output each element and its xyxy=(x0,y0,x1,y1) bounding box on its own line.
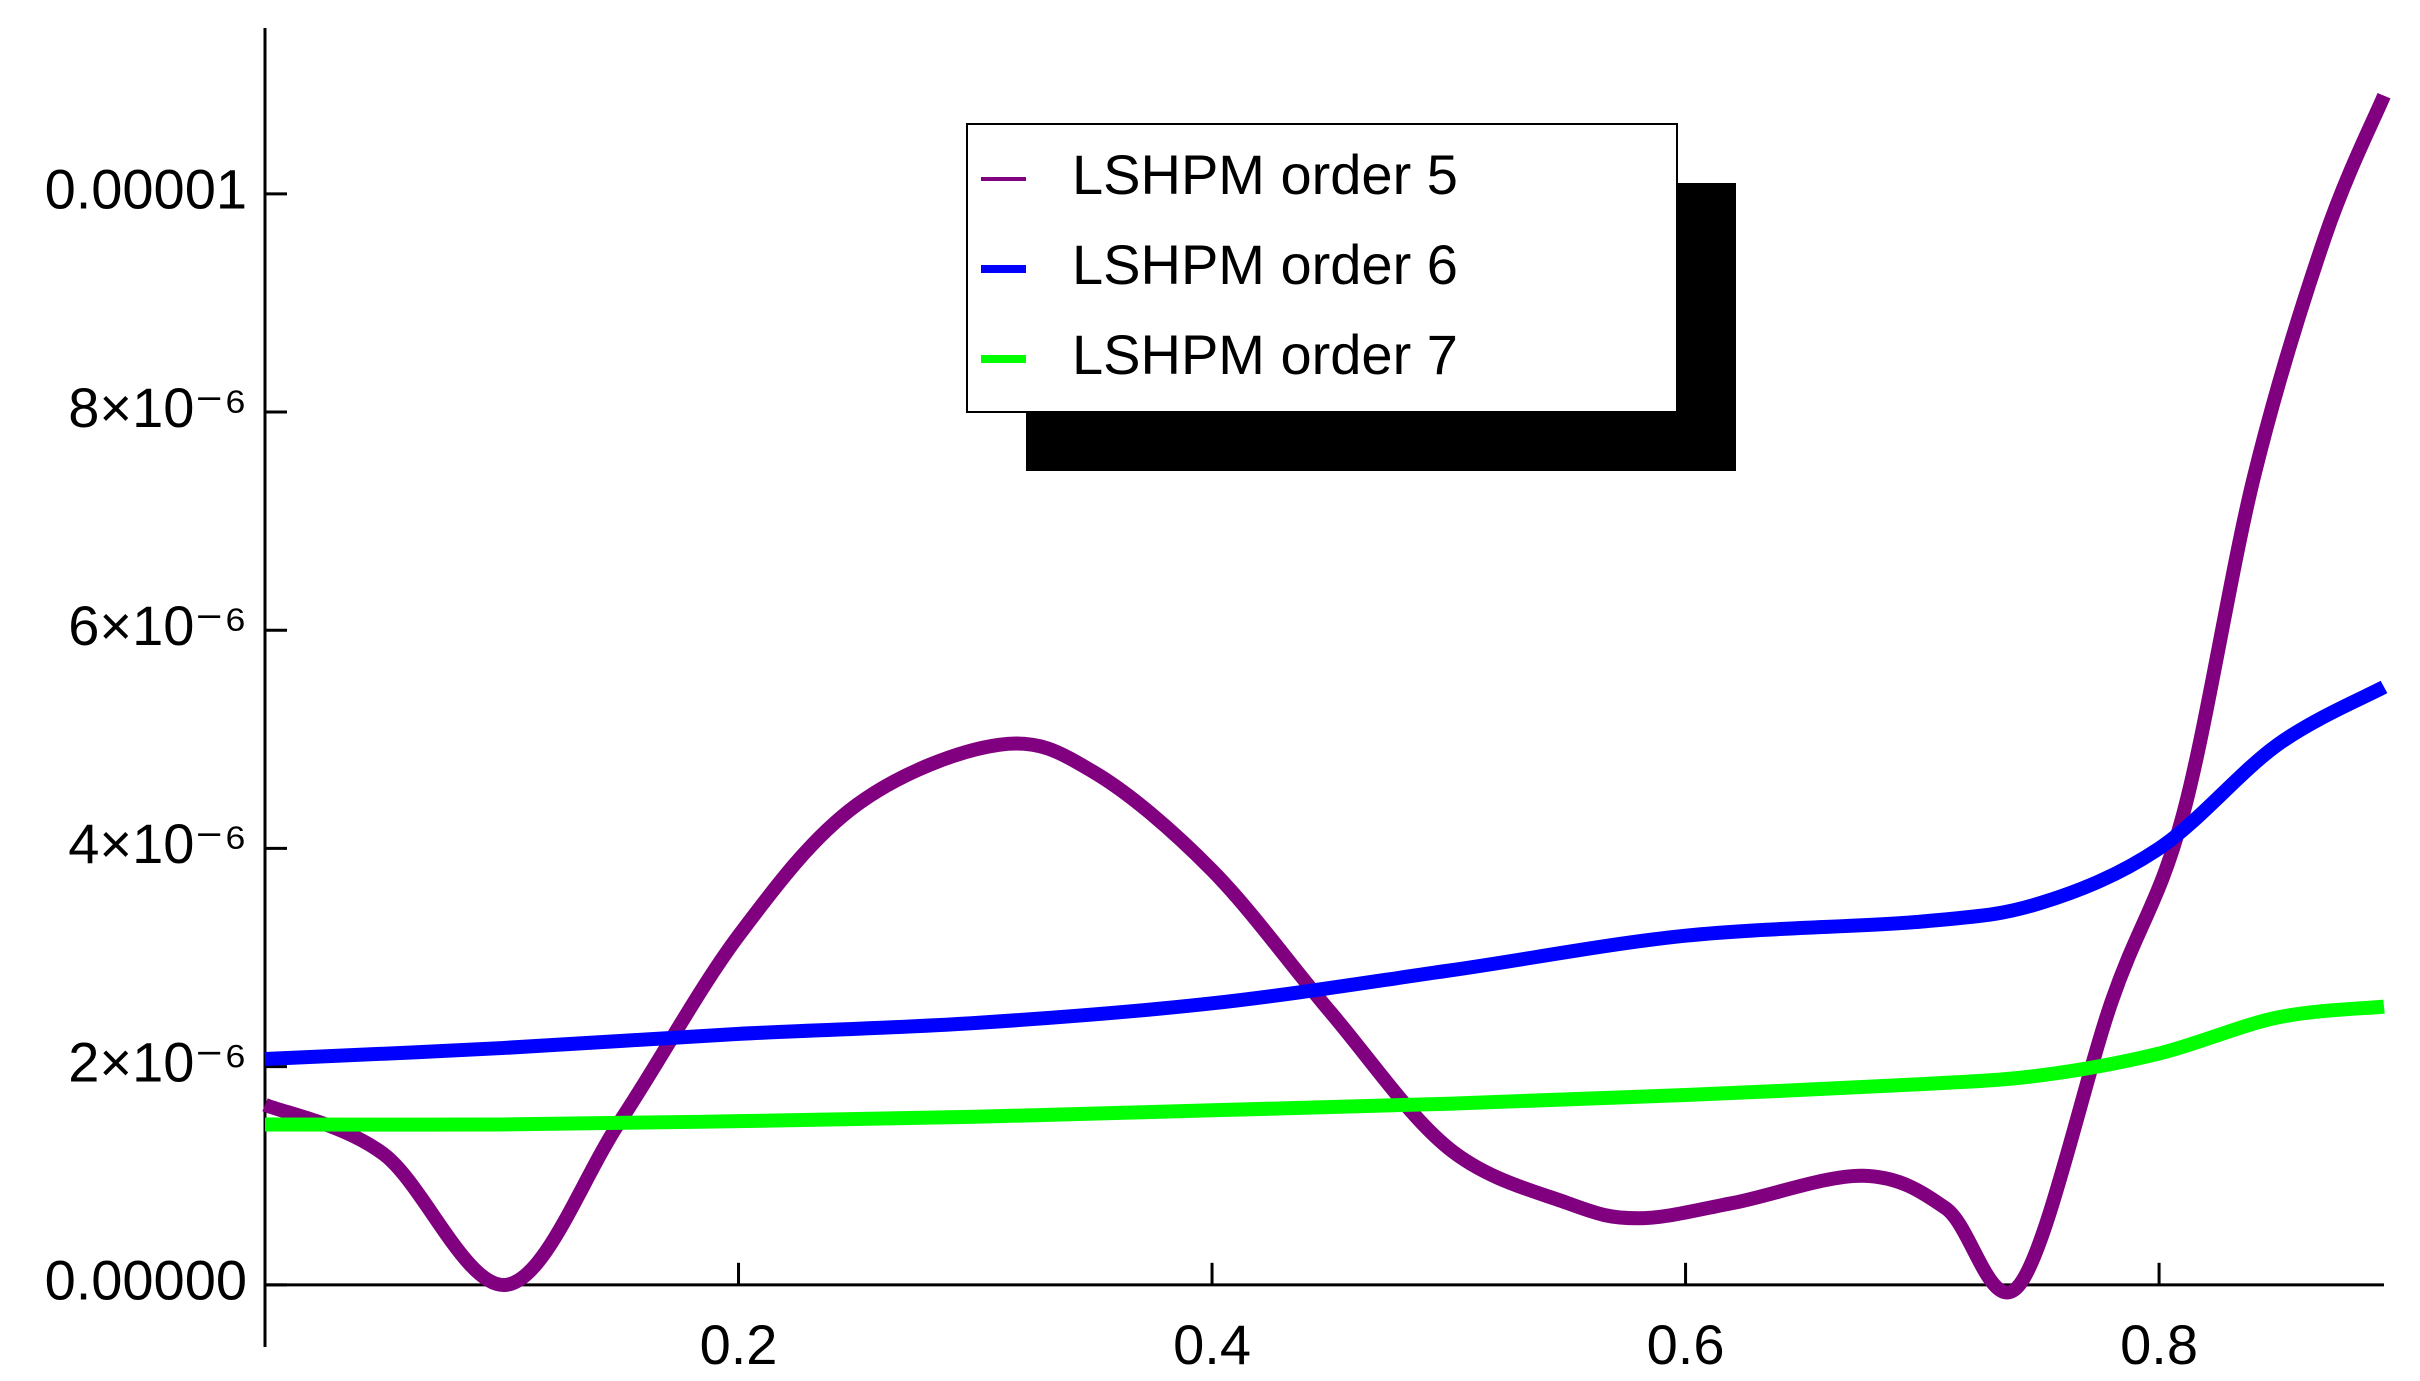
x-tick-label: 0.4 xyxy=(1173,1313,1251,1376)
series-line xyxy=(262,92,2391,1300)
y-tick-label: 6×10⁻⁶ xyxy=(68,594,247,657)
y-tick-label: 4×10⁻⁶ xyxy=(68,812,247,875)
y-tick-label: 2×10⁻⁶ xyxy=(68,1030,247,1093)
x-tick-label: 0.6 xyxy=(1647,1313,1725,1376)
y-tick-label: 0.00000 xyxy=(45,1249,247,1312)
y-tick-label: 8×10⁻⁶ xyxy=(68,376,247,439)
legend-label: LSHPM order 6 xyxy=(1072,233,1458,296)
legend-label: LSHPM order 7 xyxy=(1072,323,1458,386)
legend-box xyxy=(966,123,1678,413)
x-tick-label: 0.8 xyxy=(2120,1313,2198,1376)
legend-label: LSHPM order 5 xyxy=(1072,143,1458,206)
x-tick-label: 0.2 xyxy=(700,1313,778,1376)
series-line xyxy=(264,999,2385,1132)
y-tick-label: 0.00001 xyxy=(45,158,247,221)
series-line xyxy=(264,680,2388,1066)
